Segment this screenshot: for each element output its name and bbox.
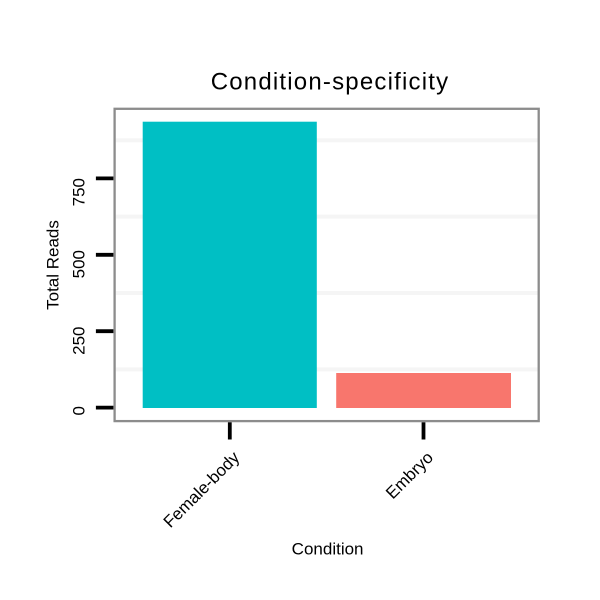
svg-text:Condition-specificity: Condition-specificity	[211, 69, 450, 96]
svg-text:750: 750	[70, 178, 89, 206]
svg-text:Condition: Condition	[292, 540, 364, 559]
svg-text:Total Reads: Total Reads	[44, 220, 63, 310]
svg-text:250: 250	[70, 327, 89, 355]
svg-text:0: 0	[70, 406, 89, 415]
svg-text:500: 500	[70, 250, 89, 278]
